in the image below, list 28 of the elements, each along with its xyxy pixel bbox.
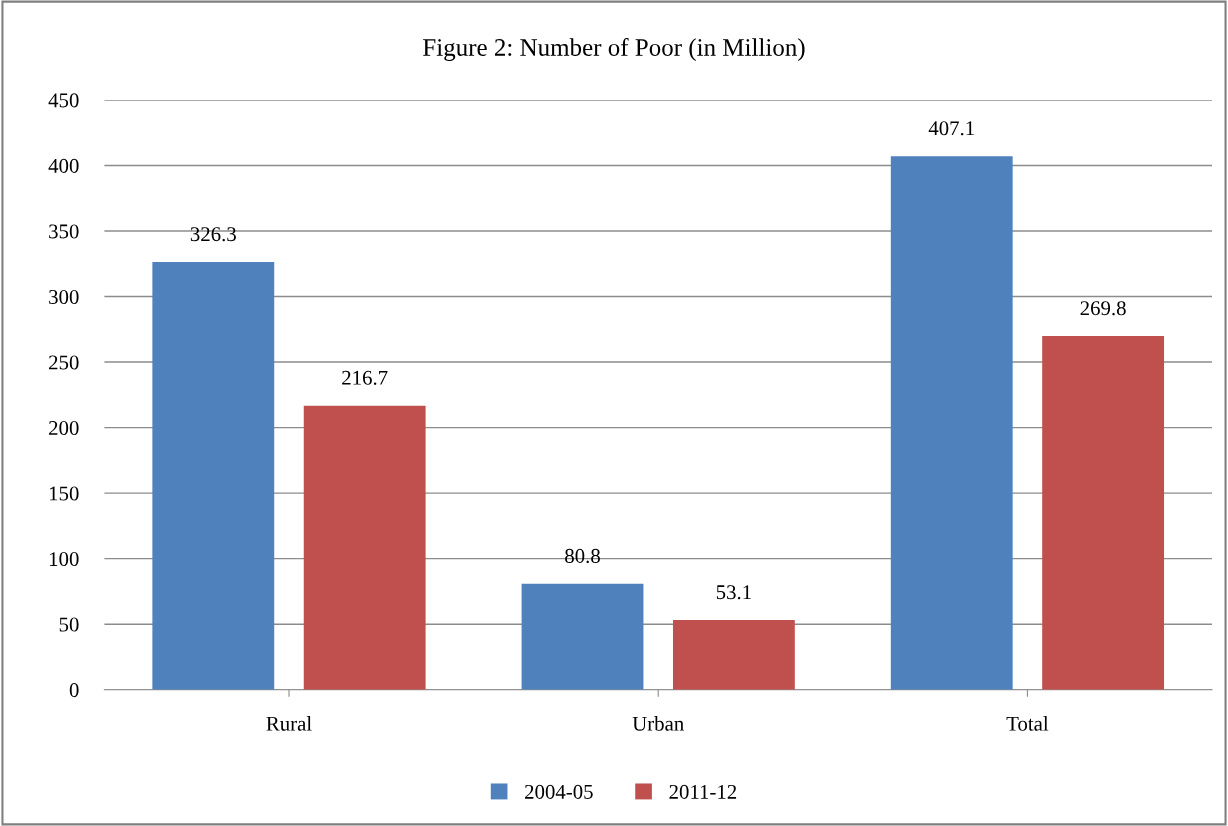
chart-title: Figure 2: Number of Poor (in Million) <box>423 38 805 62</box>
bar <box>1042 336 1165 690</box>
data-label: 80.8 <box>565 548 600 564</box>
legend-label: 2011-12 <box>669 784 737 799</box>
data-label: 53.1 <box>716 585 751 600</box>
data-label: 407.1 <box>928 121 974 136</box>
bar <box>890 156 1013 690</box>
y-tick-label: 100 <box>49 552 79 567</box>
data-label: 216.7 <box>342 370 388 385</box>
y-tick-label: 300 <box>49 289 79 304</box>
y-tick-label: 150 <box>49 486 79 501</box>
data-label: 269.8 <box>1080 301 1126 316</box>
data-label: 326.3 <box>190 227 236 242</box>
y-tick-label: 200 <box>49 420 79 436</box>
legend-label: 2004-05 <box>525 784 593 799</box>
y-tick-label: 400 <box>48 158 79 173</box>
x-tick-label: Rural <box>266 716 312 731</box>
bar <box>672 620 795 690</box>
bar <box>303 405 426 690</box>
bar <box>521 583 644 690</box>
x-tick-label: Urban <box>632 716 684 731</box>
y-tick-label: 450 <box>48 93 79 108</box>
y-tick-label: 50 <box>59 617 79 632</box>
x-tick-label: Total <box>1006 716 1049 731</box>
y-tick-label: 350 <box>49 224 79 239</box>
y-tick-label: 250 <box>49 355 79 370</box>
bar <box>152 262 275 690</box>
y-tick-label: 0 <box>69 683 79 698</box>
